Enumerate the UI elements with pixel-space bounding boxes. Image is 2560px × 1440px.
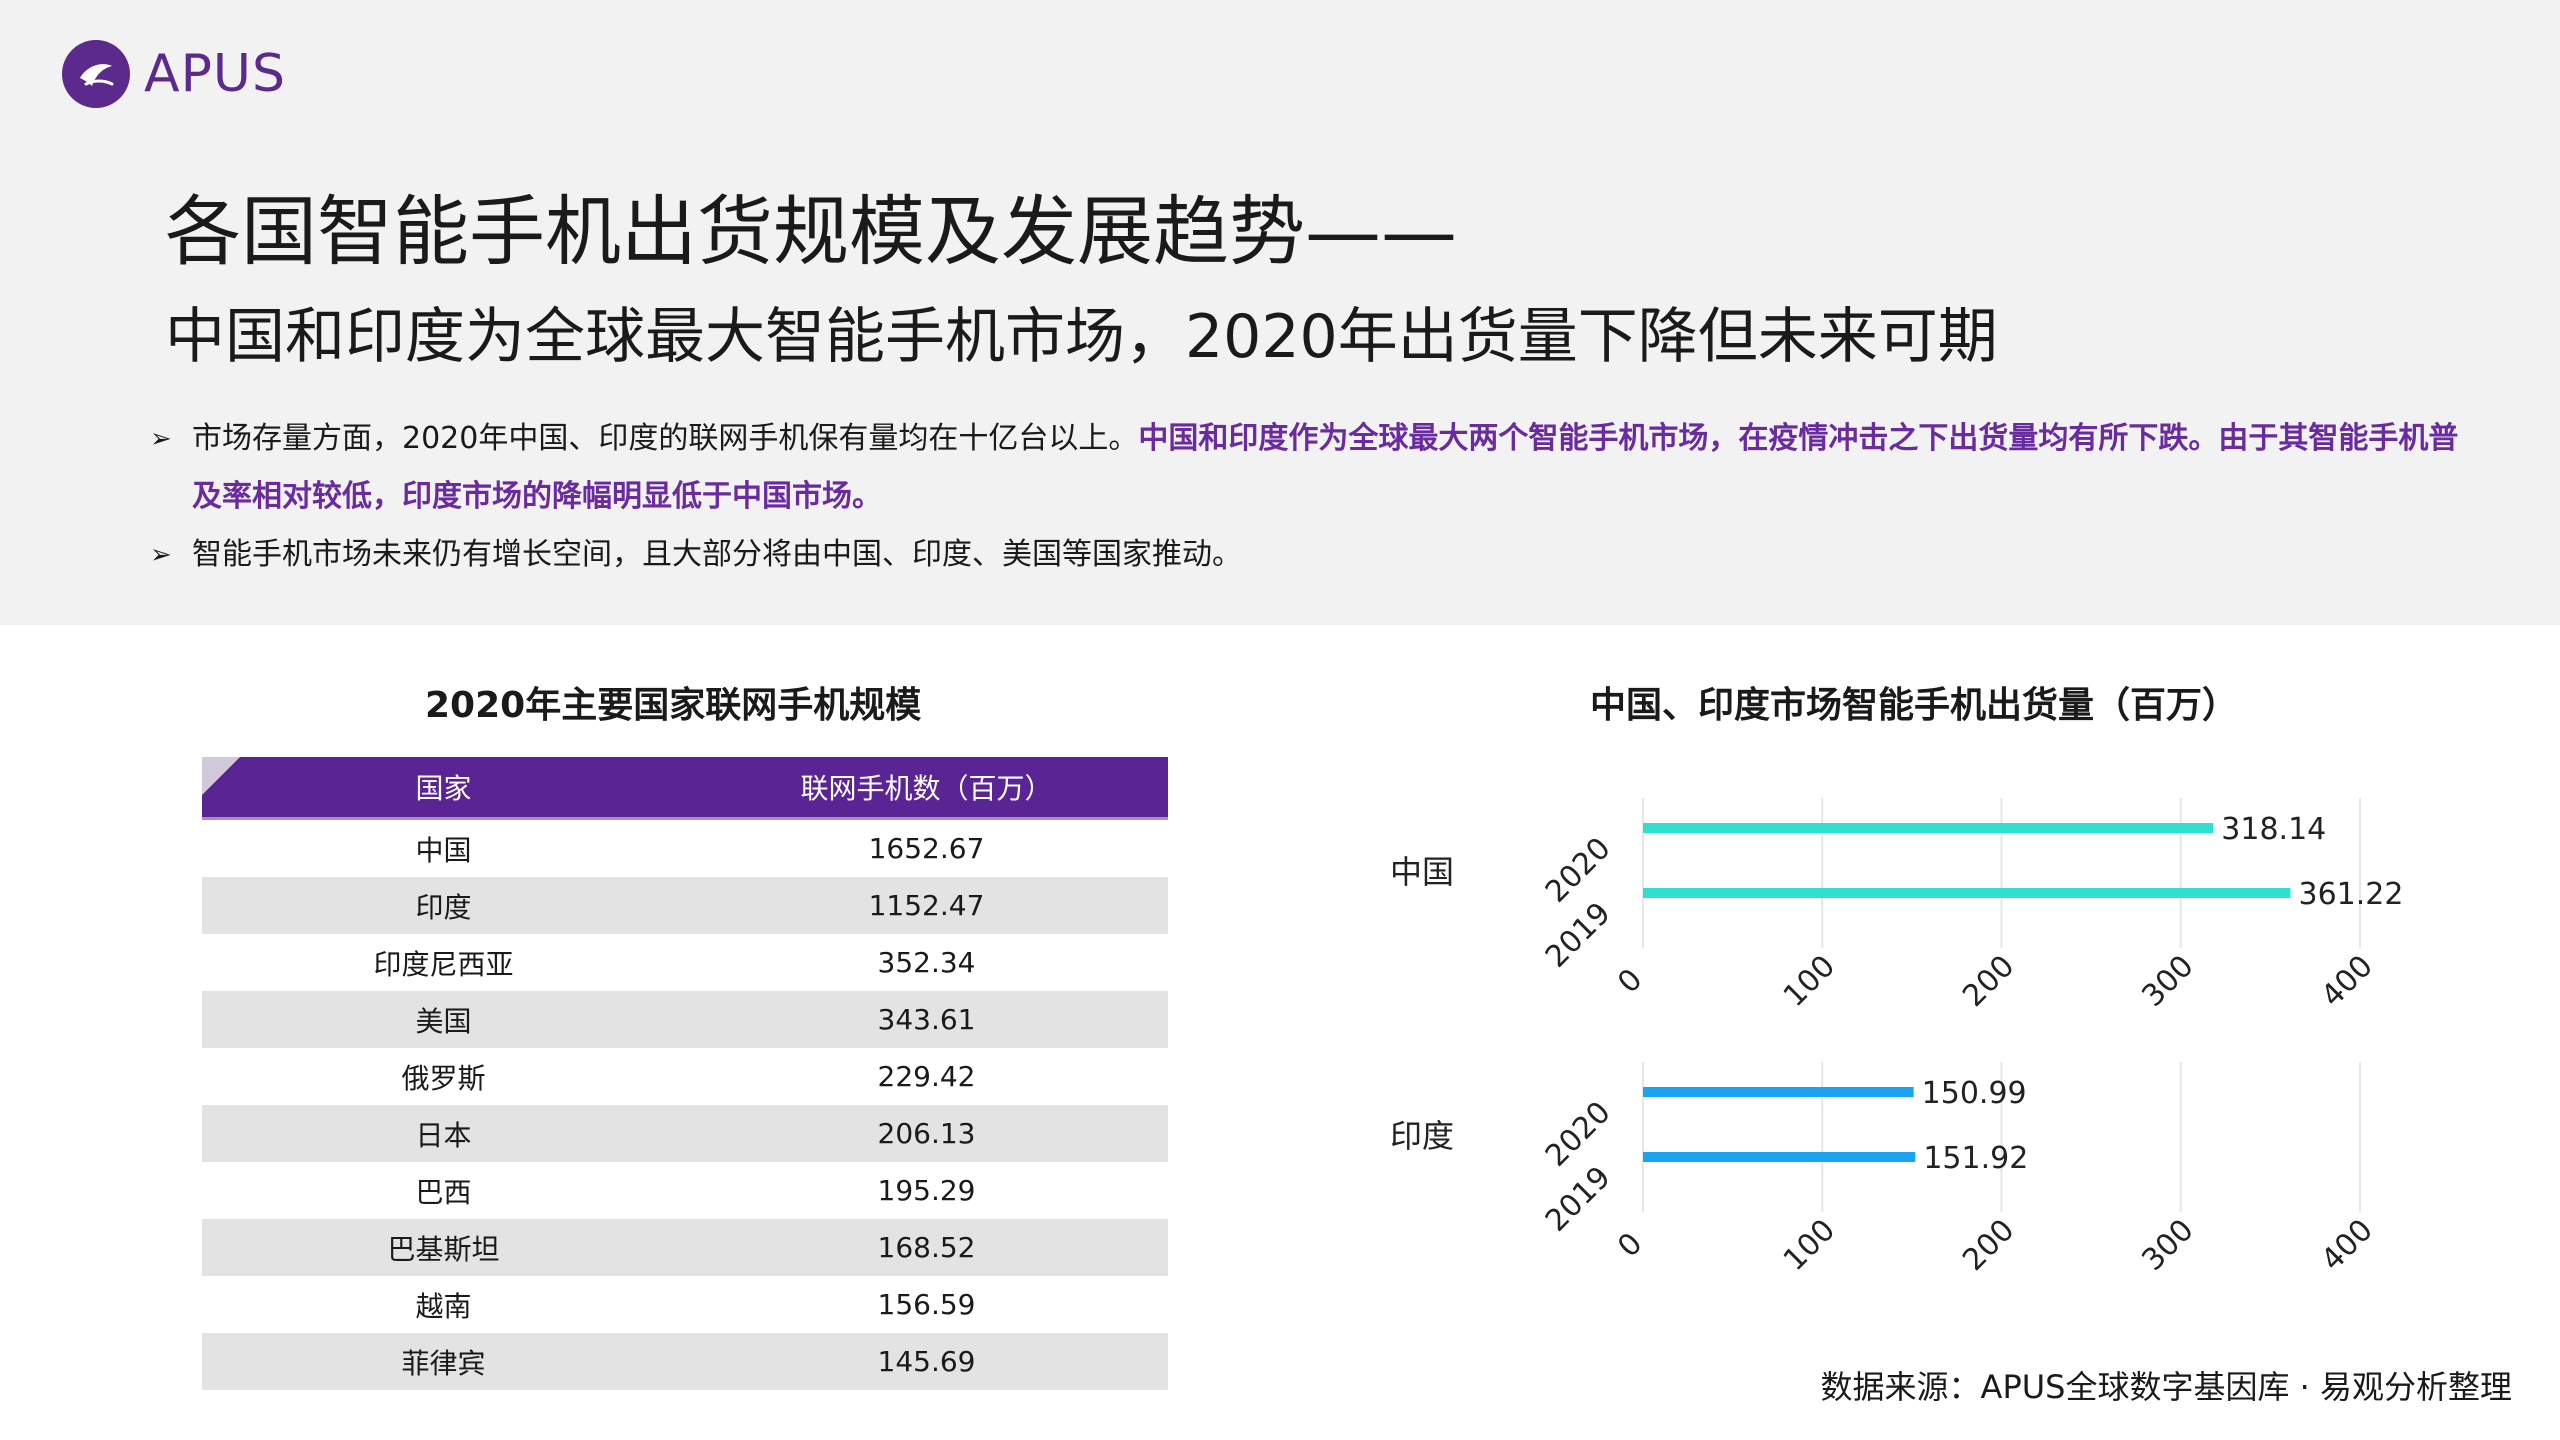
x-tick-label: 300 (2135, 949, 2200, 1014)
y-category-label: 2019 (1539, 1160, 1618, 1239)
table-cell: 145.69 (685, 1333, 1168, 1390)
bar-value-label: 150.99 (1922, 1076, 2027, 1111)
table-cell: 巴西 (415, 1175, 472, 1209)
table-row: 俄罗斯 229.42 (202, 1048, 1168, 1105)
chart-title: 中国、印度市场智能手机出货量（百万） (1590, 685, 2239, 726)
x-tick-label: 200 (1956, 949, 2021, 1014)
country-table: 国家 联网手机数（百万） 中国 1652.67 印度 1152.47 印度尼西亚 35… (202, 757, 1168, 1390)
bar-value-label: 318.14 (2221, 812, 2326, 847)
brand-name: APUS (144, 44, 286, 104)
brand-logo: APUS (62, 40, 286, 108)
table-cell: 206.13 (685, 1105, 1168, 1162)
table-header-count: 联网手机数（百万） (685, 757, 1168, 820)
table-cell: 越南 (415, 1289, 472, 1323)
group-label: 中国 (1390, 853, 1454, 891)
table-cell: 俄罗斯 (401, 1061, 486, 1095)
table-row: 日本 206.13 (202, 1105, 1168, 1162)
y-category-label: 2020 (1539, 831, 1618, 910)
page-title: 各国智能手机出货规模及发展趋势—— (165, 187, 1457, 276)
table-cell: 195.29 (877, 1174, 976, 1207)
table-cell: 343.61 (685, 991, 1168, 1048)
table-title: 2020年主要国家联网手机规模 (425, 685, 922, 726)
table-cell: 中国 (415, 833, 472, 867)
bullet-item: ➢ 市场存量方面，2020年中国、印度的联网手机保有量均在十亿台以上。中国和印度… (150, 410, 2480, 526)
table-cell: 菲律宾 (202, 1333, 685, 1390)
bar (1643, 1152, 1916, 1162)
table-cell: 印度尼西亚 (373, 947, 514, 981)
x-tick-label: 0 (1611, 962, 1649, 1000)
x-tick-label: 400 (2315, 949, 2380, 1014)
table-cell: 美国 (202, 991, 685, 1048)
bar (1643, 823, 2214, 833)
x-tick-label: 0 (1611, 1226, 1649, 1264)
table-row: 印度尼西亚 352.34 (202, 934, 1168, 991)
y-category-label: 2019 (1539, 896, 1618, 975)
data-source: 数据来源：APUS全球数字基因库 · 易观分析整理 (1820, 1368, 2512, 1406)
bullet-text: 市场存量方面，2020年中国、印度的联网手机保有量均在十亿台以上。 (192, 421, 1139, 456)
table-cell: 156.59 (877, 1288, 976, 1321)
x-tick-label: 100 (1777, 949, 1842, 1014)
table-cell: 巴基斯坦 (202, 1219, 685, 1276)
bar-value-label: 151.92 (1923, 1141, 2028, 1176)
table-cell: 1652.67 (868, 832, 985, 865)
x-tick-label: 200 (1956, 1213, 2021, 1278)
table-row: 美国 343.61 (202, 991, 1168, 1048)
table-header-row: 国家 联网手机数（百万） (202, 757, 1168, 820)
table-cell: 352.34 (877, 946, 976, 979)
y-category-label: 2020 (1539, 1095, 1618, 1174)
x-tick-label: 100 (1777, 1213, 1842, 1278)
bullet-list: ➢ 市场存量方面，2020年中国、印度的联网手机保有量均在十亿台以上。中国和印度… (150, 410, 2480, 584)
arrow-bullet-icon: ➢ (150, 424, 172, 454)
apus-logo-icon (62, 40, 130, 108)
bar-value-label: 361.22 (2298, 877, 2403, 912)
page-subtitle: 中国和印度为全球最大智能手机市场，2020年出货量下降但未来可期 (165, 302, 1998, 372)
header-panel (0, 0, 2560, 625)
table-cell: 168.52 (685, 1219, 1168, 1276)
bar (1643, 1087, 1914, 1097)
bullet-item: ➢ 智能手机市场未来仍有增长空间，且大部分将由中国、印度、美国等国家推动。 (150, 526, 2480, 584)
x-tick-label: 400 (2315, 1213, 2380, 1278)
arrow-bullet-icon: ➢ (150, 540, 172, 570)
table-cell: 日本 (202, 1105, 685, 1162)
table-row: 巴西 195.29 (202, 1162, 1168, 1219)
bar (1643, 888, 2291, 898)
table-row: 印度 1152.47 (202, 877, 1168, 934)
table-cell: 印度 (202, 877, 685, 934)
table-row: 中国 1652.67 (202, 819, 1168, 878)
table-cell: 1152.47 (685, 877, 1168, 934)
table-header-country: 国家 (202, 757, 685, 820)
table-row: 越南 156.59 (202, 1276, 1168, 1333)
table-row: 巴基斯坦 168.52 (202, 1219, 1168, 1276)
table-corner-fold (202, 757, 240, 795)
x-tick-label: 300 (2135, 1213, 2200, 1278)
bullet-text: 智能手机市场未来仍有增长空间，且大部分将由中国、印度、美国等国家推动。 (192, 537, 1242, 572)
table-row: 菲律宾 145.69 (202, 1333, 1168, 1390)
bullet-highlight-text: 中国和印度作为全球最大两个智能手机市场，在疫情冲击之下出货量均有所下跌。由于其智… (192, 421, 2459, 514)
group-label: 印度 (1390, 1117, 1454, 1155)
table-cell: 229.42 (877, 1060, 976, 1093)
